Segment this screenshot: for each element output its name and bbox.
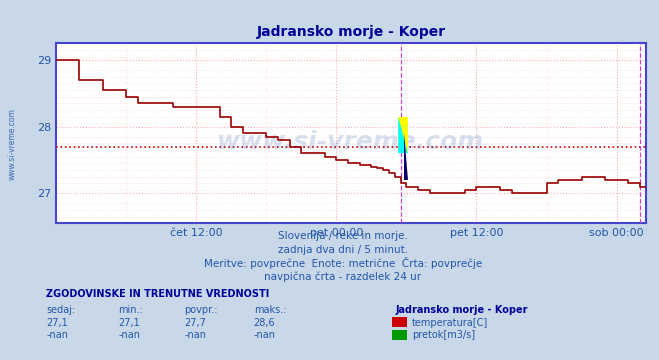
- Text: 27,1: 27,1: [46, 318, 68, 328]
- Text: min.:: min.:: [119, 305, 144, 315]
- Text: -nan: -nan: [46, 330, 68, 341]
- Text: -nan: -nan: [185, 330, 206, 341]
- Text: Slovenija / reke in morje.: Slovenija / reke in morje.: [277, 231, 408, 242]
- Text: navpična črta - razdelek 24 ur: navpična črta - razdelek 24 ur: [264, 272, 421, 283]
- Text: povpr.:: povpr.:: [185, 305, 218, 315]
- FancyBboxPatch shape: [398, 117, 408, 153]
- Text: Meritve: povprečne  Enote: metrične  Črta: povprečje: Meritve: povprečne Enote: metrične Črta:…: [204, 257, 482, 269]
- Text: Jadransko morje - Koper: Jadransko morje - Koper: [395, 305, 528, 315]
- Title: Jadransko morje - Koper: Jadransko morje - Koper: [256, 25, 445, 39]
- Text: zadnja dva dni / 5 minut.: zadnja dva dni / 5 minut.: [277, 245, 408, 255]
- Text: ZGODOVINSKE IN TRENUTNE VREDNOSTI: ZGODOVINSKE IN TRENUTNE VREDNOSTI: [46, 289, 270, 299]
- Text: www.si-vreme.com: www.si-vreme.com: [217, 130, 484, 154]
- Polygon shape: [398, 117, 408, 153]
- Text: -nan: -nan: [119, 330, 140, 341]
- Text: pretok[m3/s]: pretok[m3/s]: [412, 330, 475, 341]
- Text: temperatura[C]: temperatura[C]: [412, 318, 488, 328]
- Text: maks.:: maks.:: [254, 305, 286, 315]
- Text: sedaj:: sedaj:: [46, 305, 75, 315]
- Text: www.si-vreme.com: www.si-vreme.com: [8, 108, 17, 180]
- Polygon shape: [404, 133, 408, 180]
- Text: 28,6: 28,6: [254, 318, 275, 328]
- Text: -nan: -nan: [254, 330, 275, 341]
- Text: 27,1: 27,1: [119, 318, 140, 328]
- Text: 27,7: 27,7: [185, 318, 206, 328]
